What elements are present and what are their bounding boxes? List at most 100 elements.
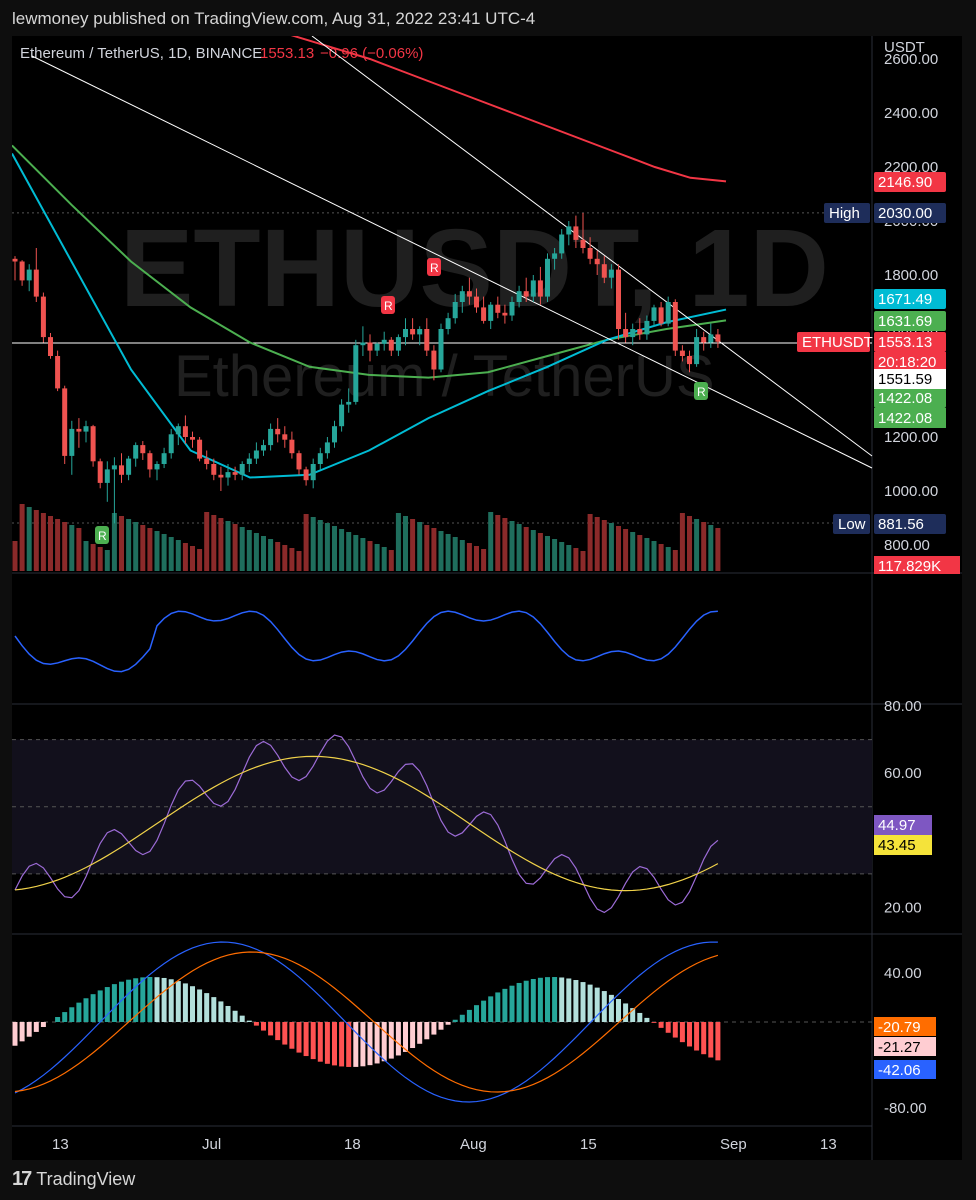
volume-bar [317, 520, 323, 571]
macd-hist-bar [608, 994, 614, 1022]
macd-hist-bar [644, 1017, 650, 1022]
macd-hist-bar [133, 978, 139, 1022]
price-tag-box [824, 203, 870, 223]
chart-frame[interactable]: ETHUSDT, 1D Ethereum / TetherUS Ethereum /… [11, 4, 962, 1160]
macd-hist-bar [552, 977, 558, 1022]
candle-body [438, 329, 444, 370]
tradingview-brand: TradingView [36, 1168, 136, 1189]
volume-bar [665, 547, 671, 571]
candle-body [175, 426, 181, 435]
macd-hist-bar [601, 991, 607, 1022]
publisher-text: lewmoney published on TradingView.com, A… [12, 9, 536, 28]
macd-hist-bar [665, 1022, 671, 1033]
volume-bar [197, 549, 203, 571]
volume-bar [637, 535, 643, 571]
countdown-label: 20:18:20 [878, 354, 936, 371]
candle-body [90, 426, 96, 462]
candle-body [644, 320, 650, 335]
tradingview-footer: 17 TradingView [12, 1162, 135, 1196]
ema-label-value: 1422.08 [878, 410, 932, 427]
macd-signal-line [14, 951, 719, 1093]
macd-hist-bar [537, 977, 543, 1022]
candle-body [55, 356, 61, 389]
signal-marker [95, 526, 109, 544]
candle-body [346, 401, 352, 405]
candle-body [97, 461, 103, 483]
macd-hist-bar [658, 1022, 664, 1028]
macd-hist-bar [438, 1022, 444, 1030]
volume-bar [154, 531, 160, 571]
volume-bar [495, 515, 501, 571]
candle-body [111, 465, 117, 470]
macd-hist-bar [630, 1008, 636, 1022]
volume-bar [431, 528, 437, 571]
macd-hist-bar [261, 1022, 266, 1031]
price-axis-tick: 2200.00 [884, 159, 938, 176]
macd-hist-bar [126, 979, 132, 1022]
volume-bar [204, 512, 210, 571]
candle-body [580, 239, 586, 248]
macd-hist-bar [225, 1005, 231, 1022]
volume-bar [282, 545, 288, 571]
volume-bar [261, 536, 266, 571]
candle-body [48, 337, 53, 356]
candle-body [12, 258, 18, 262]
price-axis-tick: 800.00 [884, 537, 930, 554]
candle-body [715, 334, 721, 342]
volume-bar [623, 529, 629, 571]
signal-marker-label: R [697, 385, 706, 399]
candle-body [424, 329, 430, 351]
volume-bar [445, 534, 451, 571]
volume-bar [537, 533, 543, 571]
price-tag-label: Low [838, 516, 866, 533]
macd-hist-bar [353, 1022, 359, 1067]
candle-body [232, 472, 238, 475]
signal-marker [694, 382, 708, 400]
volume-bar [76, 528, 82, 571]
signal-marker-label: R [384, 299, 393, 313]
volume-bar [694, 519, 700, 571]
volume-bar [708, 525, 714, 571]
macd-hist-bar [246, 1020, 252, 1022]
candle-body [481, 307, 487, 321]
oscillator-line [14, 610, 718, 673]
macd-hist-bar [530, 978, 536, 1022]
candle-body [26, 269, 32, 281]
candle-body [367, 342, 373, 351]
volume-bar [502, 518, 508, 571]
volume-bar [296, 551, 302, 571]
rsi-ma-line [14, 755, 719, 892]
candle-body [452, 302, 458, 319]
volume-bar [459, 540, 465, 571]
volume-bar [630, 532, 636, 571]
macd-hist-bar [715, 1022, 721, 1061]
macd-hist-bar [466, 1009, 472, 1022]
candle-body [119, 465, 124, 475]
macd-hist-bar [395, 1022, 401, 1056]
macd-hist-bar [594, 987, 600, 1022]
macd-hist-bar [587, 984, 593, 1022]
volume-bar [175, 540, 181, 571]
candle-body [154, 464, 160, 470]
volume-label-box [874, 556, 960, 574]
macd-hist-bar [211, 997, 217, 1022]
macd-hist-bar [488, 996, 494, 1022]
volume-bar [26, 507, 32, 571]
candle-body [459, 291, 465, 302]
candle-body [161, 453, 167, 464]
candle-body [594, 258, 600, 265]
candle-body [608, 269, 614, 278]
volume-bar [701, 522, 707, 571]
macd-hist-bar [637, 1012, 643, 1022]
volume-bar [481, 549, 487, 571]
macd-hist-bar [175, 981, 181, 1022]
volume-bar [410, 519, 416, 571]
candle-body [324, 442, 330, 454]
candle-body [587, 248, 593, 259]
macd-hist-bar [182, 983, 188, 1022]
volume-bar [559, 542, 565, 571]
candle-body [332, 426, 337, 443]
candle-body [530, 280, 536, 297]
time-axis-tick: 15 [580, 1136, 597, 1153]
